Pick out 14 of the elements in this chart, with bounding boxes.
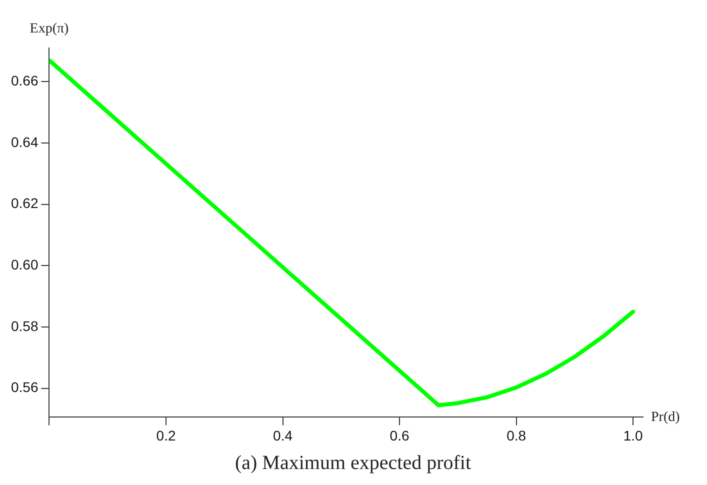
- y-tick-label: 0.58: [11, 318, 38, 334]
- y-axis-title: Exp(π): [30, 22, 70, 37]
- y-tick-label: 0.62: [11, 195, 38, 212]
- y-tick-label: 0.66: [11, 72, 38, 89]
- y-tick-label: 0.60: [11, 256, 38, 273]
- x-tick-label: 0.6: [390, 427, 410, 444]
- text: (a) Maximum expected profit: [234, 452, 472, 475]
- y-tick-label: 0.56: [11, 379, 38, 396]
- x-tick-label: 0.8: [506, 427, 526, 444]
- y-tick-label: 0.64: [11, 134, 38, 150]
- x-tick-label: 0.2: [156, 427, 176, 444]
- x-axis-title: Pr(d): [651, 410, 680, 425]
- x-tick-label: 1.0: [623, 427, 644, 444]
- x-tick-label: 0.4: [273, 427, 293, 444]
